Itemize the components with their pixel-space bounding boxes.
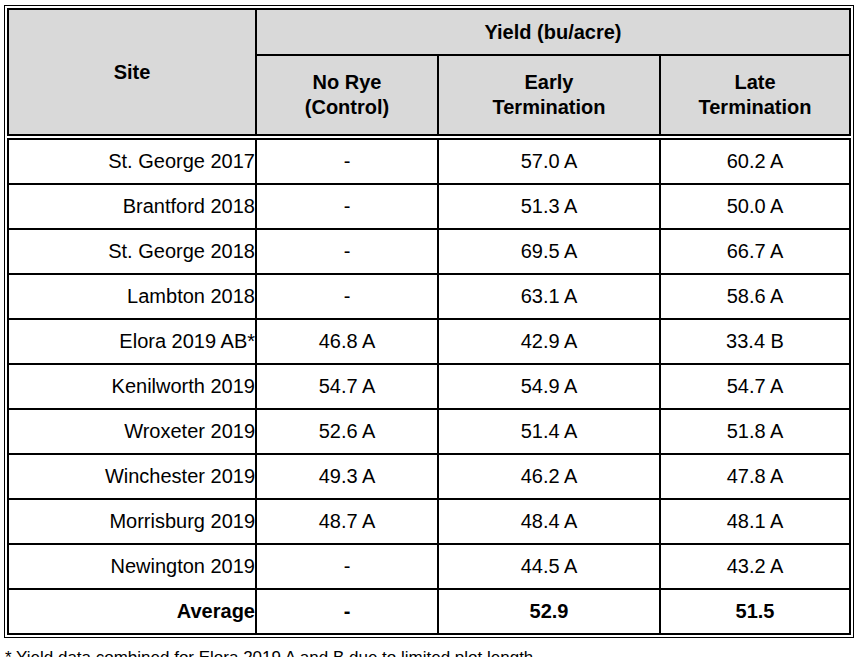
table-row: Elora 2019 AB* 46.8 A 42.9 A 33.4 B bbox=[8, 319, 850, 364]
early-cell: 51.3 A bbox=[438, 184, 660, 229]
table-body: St. George 2017 - 57.0 A 60.2 A Brantfor… bbox=[8, 137, 850, 634]
yield-table-frame: Site Yield (bu/acre) No Rye (Control) Ea… bbox=[4, 5, 854, 638]
no-rye-cell: - bbox=[256, 184, 438, 229]
site-cell: Winchester 2019 bbox=[8, 454, 256, 499]
footnote: * Yield data combined for Elora 2019 A a… bbox=[5, 648, 861, 657]
table-row: Brantford 2018 - 51.3 A 50.0 A bbox=[8, 184, 850, 229]
yield-table: Site Yield (bu/acre) No Rye (Control) Ea… bbox=[7, 8, 851, 635]
late-cell: 54.7 A bbox=[660, 364, 850, 409]
late-cell: 60.2 A bbox=[660, 137, 850, 184]
no-rye-cell: - bbox=[256, 229, 438, 274]
late-cell: 47.8 A bbox=[660, 454, 850, 499]
average-late-cell: 51.5 bbox=[660, 589, 850, 634]
early-cell: 63.1 A bbox=[438, 274, 660, 319]
late-cell: 43.2 A bbox=[660, 544, 850, 589]
early-cell: 51.4 A bbox=[438, 409, 660, 454]
early-cell: 48.4 A bbox=[438, 499, 660, 544]
site-cell: St. George 2018 bbox=[8, 229, 256, 274]
early-cell: 44.5 A bbox=[438, 544, 660, 589]
no-rye-cell: - bbox=[256, 137, 438, 184]
late-cell: 66.7 A bbox=[660, 229, 850, 274]
header-group-row: Site Yield (bu/acre) bbox=[8, 9, 850, 55]
table-row: Wroxeter 2019 52.6 A 51.4 A 51.8 A bbox=[8, 409, 850, 454]
early-termination-header: Early Termination bbox=[438, 55, 660, 137]
yield-group-header: Yield (bu/acre) bbox=[256, 9, 850, 55]
late-cell: 58.6 A bbox=[660, 274, 850, 319]
no-rye-cell: 54.7 A bbox=[256, 364, 438, 409]
table-row: Morrisburg 2019 48.7 A 48.4 A 48.1 A bbox=[8, 499, 850, 544]
early-cell: 42.9 A bbox=[438, 319, 660, 364]
table-row: Lambton 2018 - 63.1 A 58.6 A bbox=[8, 274, 850, 319]
no-rye-cell: 49.3 A bbox=[256, 454, 438, 499]
no-rye-cell: - bbox=[256, 544, 438, 589]
no-rye-cell: 52.6 A bbox=[256, 409, 438, 454]
site-cell: Kenilworth 2019 bbox=[8, 364, 256, 409]
late-cell: 33.4 B bbox=[660, 319, 850, 364]
early-cell: 57.0 A bbox=[438, 137, 660, 184]
table-row: St. George 2018 - 69.5 A 66.7 A bbox=[8, 229, 850, 274]
late-cell: 50.0 A bbox=[660, 184, 850, 229]
no-rye-header: No Rye (Control) bbox=[256, 55, 438, 137]
site-header: Site bbox=[8, 9, 256, 137]
table-row: Winchester 2019 49.3 A 46.2 A 47.8 A bbox=[8, 454, 850, 499]
average-row: Average - 52.9 51.5 bbox=[8, 589, 850, 634]
average-label: Average bbox=[8, 589, 256, 634]
no-rye-cell: - bbox=[256, 274, 438, 319]
average-early-cell: 52.9 bbox=[438, 589, 660, 634]
table-row: Newington 2019 - 44.5 A 43.2 A bbox=[8, 544, 850, 589]
late-termination-header: Late Termination bbox=[660, 55, 850, 137]
late-cell: 51.8 A bbox=[660, 409, 850, 454]
site-cell: Wroxeter 2019 bbox=[8, 409, 256, 454]
early-cell: 69.5 A bbox=[438, 229, 660, 274]
no-rye-cell: 46.8 A bbox=[256, 319, 438, 364]
site-cell: St. George 2017 bbox=[8, 137, 256, 184]
table-row: St. George 2017 - 57.0 A 60.2 A bbox=[8, 137, 850, 184]
site-cell: Brantford 2018 bbox=[8, 184, 256, 229]
table-header: Site Yield (bu/acre) No Rye (Control) Ea… bbox=[8, 9, 850, 137]
site-cell: Elora 2019 AB* bbox=[8, 319, 256, 364]
site-cell: Lambton 2018 bbox=[8, 274, 256, 319]
average-no-rye-cell: - bbox=[256, 589, 438, 634]
site-cell: Morrisburg 2019 bbox=[8, 499, 256, 544]
page: Site Yield (bu/acre) No Rye (Control) Ea… bbox=[0, 0, 861, 657]
table-row: Kenilworth 2019 54.7 A 54.9 A 54.7 A bbox=[8, 364, 850, 409]
early-cell: 54.9 A bbox=[438, 364, 660, 409]
no-rye-cell: 48.7 A bbox=[256, 499, 438, 544]
late-cell: 48.1 A bbox=[660, 499, 850, 544]
early-cell: 46.2 A bbox=[438, 454, 660, 499]
site-cell: Newington 2019 bbox=[8, 544, 256, 589]
